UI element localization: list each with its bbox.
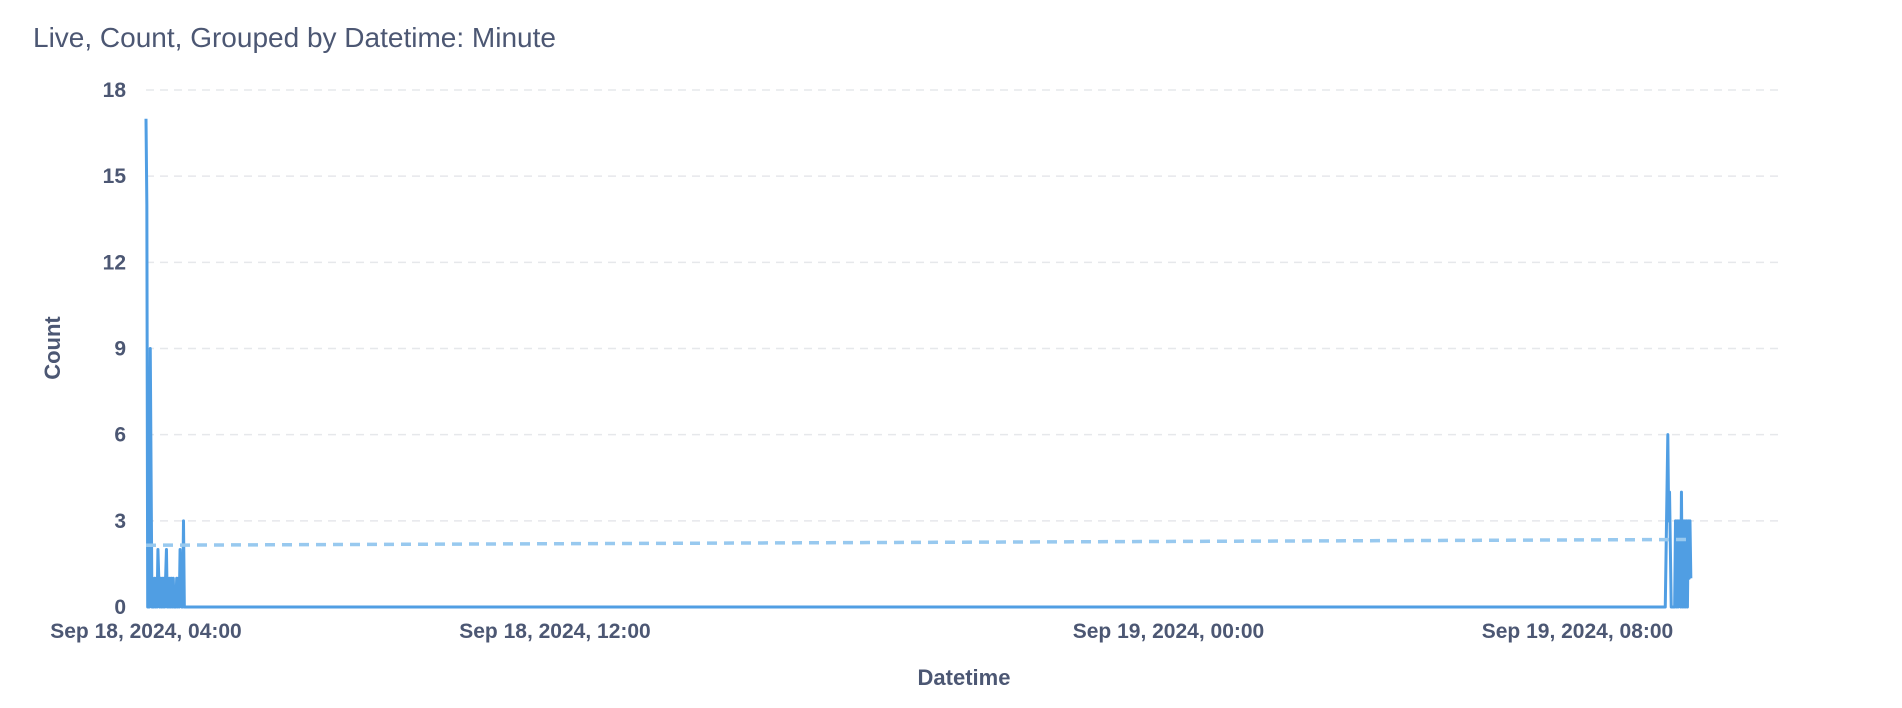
- y-tick-label: 15: [103, 165, 127, 188]
- y-tick-label: 18: [103, 79, 127, 102]
- x-axis-label: Datetime: [918, 665, 1011, 690]
- y-tick-label: 9: [114, 338, 126, 361]
- x-tick-label: Sep 19, 2024, 08:00: [1482, 620, 1673, 643]
- y-tick-label: 0: [114, 596, 126, 619]
- y-tick-label: 12: [103, 251, 126, 274]
- x-tick-label: Sep 19, 2024, 00:00: [1073, 620, 1264, 643]
- series-line: [144, 118, 1693, 609]
- x-axis-ticks: Sep 18, 2024, 04:00 Sep 18, 2024, 12:00 Se…: [50, 620, 1673, 643]
- y-axis-label: Count: [40, 316, 65, 380]
- x-tick-label: Sep 18, 2024, 12:00: [459, 620, 650, 643]
- y-tick-label: 3: [114, 510, 126, 533]
- gridlines: [146, 89, 1782, 522]
- series: [144, 118, 1693, 609]
- chart-title: Live, Count, Grouped by Datetime: Minute: [33, 22, 556, 53]
- y-tick-label: 6: [114, 424, 126, 447]
- x-tick-label: Sep 18, 2024, 04:00: [50, 620, 241, 643]
- y-axis-ticks: 0 3 6 9 12 15 18: [103, 79, 127, 619]
- trend-line: [145, 537, 1691, 547]
